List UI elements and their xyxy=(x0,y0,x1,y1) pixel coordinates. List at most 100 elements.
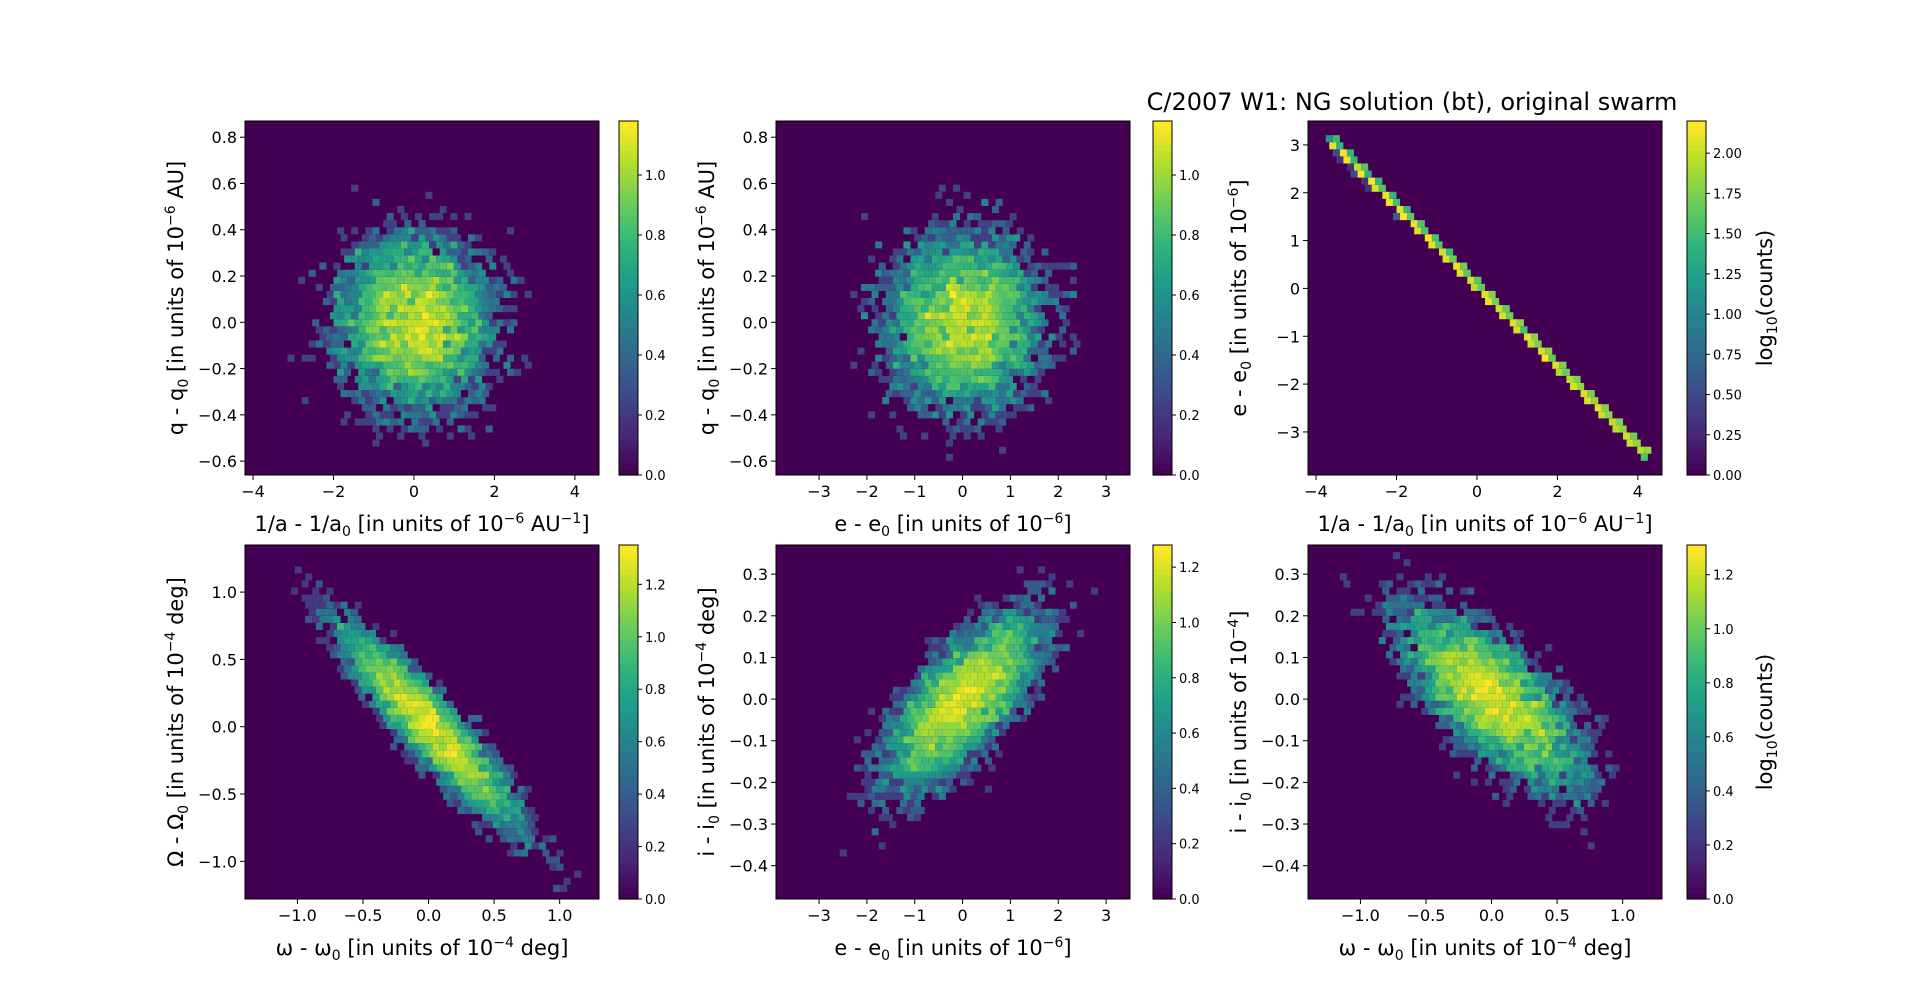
hex-cell xyxy=(875,368,883,376)
hex-cell xyxy=(482,220,490,228)
hex-cell xyxy=(464,283,472,291)
hex-cell xyxy=(974,354,982,362)
colorbar-segment xyxy=(619,215,638,222)
hex-cell xyxy=(953,707,961,715)
colorbar-segment xyxy=(619,739,638,747)
hex-cell xyxy=(1045,241,1053,249)
colorbar-segment xyxy=(1687,185,1706,193)
hex-cell xyxy=(871,432,879,440)
hex-cell xyxy=(1368,587,1376,595)
hex-cell xyxy=(963,658,971,666)
hex-cell xyxy=(344,298,352,306)
colorbar-segment xyxy=(1153,869,1172,876)
hex-cell xyxy=(1069,629,1077,638)
hex-cell xyxy=(478,806,486,815)
hex-cell xyxy=(390,305,398,313)
hex-cell xyxy=(945,750,953,758)
hex-cell xyxy=(949,375,957,383)
hex-cell xyxy=(400,283,408,291)
hex-cell xyxy=(1615,785,1624,793)
hex-cell xyxy=(340,672,348,680)
hex-cell xyxy=(1006,361,1014,369)
hex-cell xyxy=(981,326,989,334)
hex-cell xyxy=(439,672,447,680)
hex-cell xyxy=(393,679,401,687)
colorbar-segment xyxy=(1687,875,1706,882)
hex-cell xyxy=(1385,637,1393,645)
hex-cell xyxy=(372,312,380,320)
hex-cell xyxy=(1034,545,1042,553)
hex-cell xyxy=(464,298,472,306)
hex-cell xyxy=(1520,707,1528,715)
hex-cell xyxy=(1020,390,1028,398)
hex-cell xyxy=(354,601,362,609)
hex-cell xyxy=(1534,707,1542,715)
x-tick-label: −1.0 xyxy=(1341,906,1380,925)
hex-cell xyxy=(850,771,858,779)
hex-cell xyxy=(1378,693,1386,701)
hex-cell xyxy=(914,771,922,779)
hex-cell xyxy=(917,821,925,829)
hex-cell xyxy=(1431,686,1439,694)
hex-cell xyxy=(407,736,415,744)
hex-cell xyxy=(411,248,419,256)
hex-cell xyxy=(1059,283,1067,291)
hex-cell xyxy=(1438,573,1447,581)
hex-cell xyxy=(400,651,408,659)
hex-cell xyxy=(963,205,971,214)
hex-cell xyxy=(963,672,971,680)
hex-cell xyxy=(492,778,500,786)
hex-cell xyxy=(1566,714,1574,722)
hex-cell xyxy=(953,693,961,701)
hex-cell xyxy=(1417,672,1425,680)
hex-cell xyxy=(1016,340,1024,348)
hex-cell xyxy=(489,276,497,284)
hex-cell xyxy=(492,198,500,206)
hex-cell xyxy=(418,771,426,779)
hex-cell xyxy=(411,375,419,383)
colorbar-tick-label: 0.0 xyxy=(645,469,666,484)
hex-cell xyxy=(368,714,376,722)
hex-cell xyxy=(868,821,876,829)
hex-cell xyxy=(1030,580,1038,588)
hex-cell xyxy=(361,375,369,383)
hex-cell xyxy=(938,764,946,772)
hex-cell xyxy=(1002,326,1010,334)
hex-cell xyxy=(340,615,348,623)
hex-cell xyxy=(524,375,532,383)
hex-cell xyxy=(1013,361,1021,369)
colorbar-segment xyxy=(1687,757,1706,764)
hex-cell xyxy=(301,298,309,306)
hex-cell xyxy=(365,354,373,362)
hex-cell xyxy=(1481,601,1489,609)
hex-cell xyxy=(956,248,964,256)
hex-cell xyxy=(1069,361,1077,369)
colorbar-segment xyxy=(1687,416,1706,423)
hex-cell xyxy=(492,354,500,362)
hex-cell xyxy=(903,792,911,800)
hex-cell xyxy=(496,404,504,412)
hex-cell xyxy=(372,368,380,376)
hex-cell xyxy=(839,312,847,320)
hex-cell xyxy=(860,806,869,815)
hex-cell xyxy=(404,361,412,369)
hex-cell xyxy=(885,390,893,398)
hex-cell xyxy=(1513,806,1521,815)
hex-cell xyxy=(1470,778,1478,786)
hex-cell xyxy=(1013,432,1021,440)
hex-cell xyxy=(984,629,992,638)
hex-cell xyxy=(347,390,355,398)
hex-cell xyxy=(1048,629,1056,638)
colorbar-segment xyxy=(1687,333,1706,340)
hex-cell xyxy=(860,778,869,786)
hex-cell xyxy=(446,347,454,355)
hex-cell xyxy=(344,340,352,348)
hex-cell xyxy=(1453,629,1461,638)
hex-cell xyxy=(1336,142,1344,150)
hex-cell xyxy=(322,665,330,673)
hex-cell xyxy=(1605,411,1613,419)
hex-cell xyxy=(1506,665,1514,673)
hex-cell xyxy=(372,707,380,715)
hex-cell xyxy=(1041,644,1049,652)
hex-cell xyxy=(358,397,366,405)
